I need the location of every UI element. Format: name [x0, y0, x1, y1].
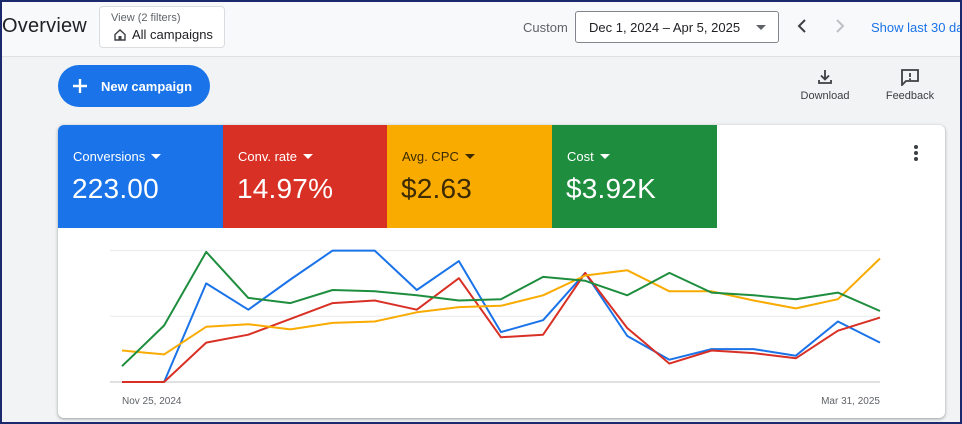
metric-value: 14.97%: [237, 173, 334, 204]
download-label: Download: [800, 90, 850, 102]
date-range-select[interactable]: Dec 1, 2024 – Apr 5, 2025: [575, 11, 779, 43]
metric-value: 223.00: [72, 173, 159, 204]
series-line-1: [122, 271, 881, 383]
series-line-2: [121, 257, 881, 356]
download-icon: [818, 70, 832, 84]
performance-card: Conversions 223.00 Conv. rate 14.97% Avg…: [58, 125, 945, 418]
metric-cost[interactable]: Cost $3.92K: [552, 125, 717, 228]
date-range-value: Dec 1, 2024 – Apr 5, 2025: [589, 20, 741, 35]
series-line-0: [122, 249, 881, 383]
plus-icon: [73, 79, 87, 93]
x-axis-end-label: Mar 31, 2025: [821, 396, 880, 407]
new-campaign-button[interactable]: New campaign: [58, 65, 210, 107]
more-options-icon[interactable]: [908, 143, 924, 163]
x-axis-start-label: Nov 25, 2024: [122, 396, 182, 407]
line-chart: Nov 25, 2024 Mar 31, 2025: [110, 249, 881, 407]
metric-label: Conv. rate: [238, 149, 298, 164]
top-bar: Overview View (2 filters) All campaigns …: [2, 2, 960, 57]
metric-label-wrap: Conv. rate: [238, 149, 314, 164]
page-title: Overview: [2, 15, 87, 37]
feedback-button[interactable]: Feedback: [883, 68, 937, 102]
custom-label: Custom: [523, 20, 568, 35]
metric-label-wrap: Conversions: [73, 149, 162, 164]
feedback-label: Feedback: [885, 90, 935, 102]
show-last-link[interactable]: Show last 30 da: [871, 20, 962, 35]
view-filters-label: View (2 filters): [111, 12, 181, 24]
metric-label: Cost: [567, 149, 594, 164]
home-icon: [114, 28, 126, 41]
metric-conv-rate[interactable]: Conv. rate 14.97%: [223, 125, 388, 228]
chevron-down-icon: [756, 25, 766, 30]
caret-down-icon: [303, 154, 314, 159]
metric-value: $3.92K: [566, 173, 656, 204]
metric-label-wrap: Cost: [567, 149, 610, 164]
metric-conversions[interactable]: Conversions 223.00: [58, 125, 223, 228]
metric-avg-cpc[interactable]: Avg. CPC $2.63: [387, 125, 552, 228]
view-value-label: All campaigns: [132, 27, 213, 42]
chevron-left-icon[interactable]: [792, 16, 812, 36]
caret-down-icon: [599, 154, 610, 159]
caret-down-icon: [151, 154, 162, 159]
feedback-icon: [901, 69, 919, 86]
metric-label: Conversions: [73, 149, 146, 164]
view-filter-chip[interactable]: View (2 filters) All campaigns: [99, 6, 225, 48]
series-line-3: [121, 250, 881, 367]
metric-label: Avg. CPC: [402, 149, 459, 164]
metric-value: $2.63: [401, 173, 473, 204]
view-value: All campaigns: [113, 27, 213, 42]
chevron-right-icon[interactable]: [830, 16, 850, 36]
new-campaign-label: New campaign: [101, 79, 193, 94]
download-button[interactable]: Download: [798, 68, 852, 102]
metric-label-wrap: Avg. CPC: [402, 149, 475, 164]
caret-down-icon: [464, 154, 475, 159]
